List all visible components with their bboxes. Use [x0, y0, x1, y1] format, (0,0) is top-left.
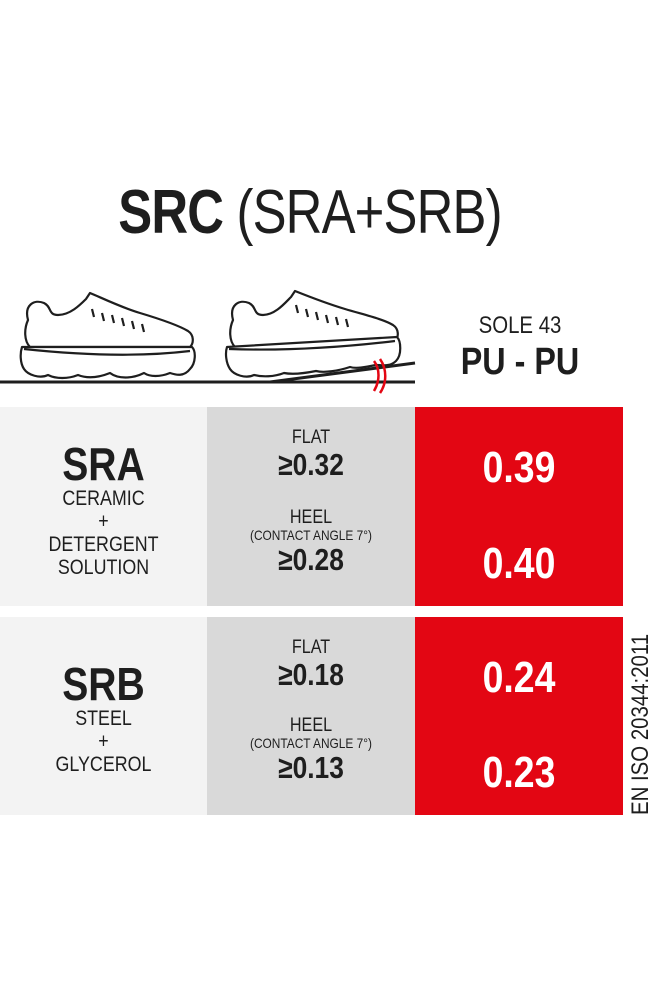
result-cell: 0.24 0.23: [415, 617, 623, 815]
heel-requirement: HEEL (CONTACT ANGLE 7°) ≥0.28: [223, 507, 400, 577]
flat-label: FLAT: [291, 427, 331, 448]
surface-code: SRA: [62, 438, 145, 490]
heel-requirement-value: ≥0.28: [278, 542, 344, 577]
flat-label: FLAT: [291, 637, 331, 658]
flat-requirement: FLAT ≥0.18: [223, 637, 400, 692]
surface-info: SRB STEEL + GLYCEROL: [16, 661, 192, 776]
title-src: SRC: [118, 178, 224, 247]
shoe-illustration: [0, 289, 416, 394]
standard-label: EN ISO 20344:2011: [624, 605, 658, 815]
flat-requirement-value: ≥0.18: [278, 657, 344, 692]
shoe-flat-icon: [19, 291, 196, 380]
heel-label: HEEL: [289, 507, 333, 528]
sole-label: SOLE 43: [478, 312, 562, 339]
contact-angle-icon: [372, 358, 387, 394]
heel-requirement-value: ≥0.13: [278, 750, 344, 785]
standard-text: EN ISO 20344:2011: [627, 633, 654, 815]
surface-info: SRA CERAMIC + DETERGENT SOLUTION: [16, 441, 192, 579]
heel-sub-label: (CONTACT ANGLE 7°): [249, 735, 373, 751]
flat-requirement: FLAT ≥0.32: [223, 427, 400, 482]
shoe-heel-tilted-icon: [224, 289, 402, 378]
page-title: SRC (SRA+SRB): [56, 178, 564, 248]
table-row-srb: SRB STEEL + GLYCEROL FLAT ≥0.18 HEEL (CO…: [0, 617, 623, 815]
heel-result-value: 0.40: [482, 539, 556, 588]
surface-code: SRB: [62, 658, 145, 710]
surface-desc-line: +: [98, 730, 109, 753]
surface-desc-line: DETERGENT: [48, 533, 159, 556]
flat-requirement-value: ≥0.32: [278, 447, 344, 482]
surface-desc-line: CERAMIC: [62, 487, 145, 510]
surface-desc-line: +: [98, 510, 109, 533]
flat-result-value: 0.24: [482, 653, 556, 702]
sole-type: PU - PU: [460, 341, 580, 383]
heel-result-value: 0.23: [482, 748, 556, 797]
table-row-sra: SRA CERAMIC + DETERGENT SOLUTION FLAT ≥0…: [0, 407, 623, 606]
requirement-cell: FLAT ≥0.32 HEEL (CONTACT ANGLE 7°) ≥0.28: [207, 407, 415, 606]
flat-result-value: 0.39: [482, 443, 556, 492]
surface-desc-line: SOLUTION: [57, 556, 150, 579]
title-subtitle: (SRA+SRB): [236, 178, 502, 247]
heel-sub-label: (CONTACT ANGLE 7°): [249, 527, 373, 543]
result-cell: 0.39 0.40: [415, 407, 623, 606]
surface-desc-line: STEEL: [75, 707, 132, 730]
surface-cell: SRA CERAMIC + DETERGENT SOLUTION: [0, 407, 207, 606]
heel-label: HEEL: [289, 715, 333, 736]
surface-cell: SRB STEEL + GLYCEROL: [0, 617, 207, 815]
requirement-cell: FLAT ≥0.18 HEEL (CONTACT ANGLE 7°) ≥0.13: [207, 617, 415, 815]
surface-desc-line: GLYCEROL: [55, 753, 152, 776]
sole-info: SOLE 43 PU - PU: [440, 312, 600, 384]
heel-requirement: HEEL (CONTACT ANGLE 7°) ≥0.13: [223, 715, 400, 785]
